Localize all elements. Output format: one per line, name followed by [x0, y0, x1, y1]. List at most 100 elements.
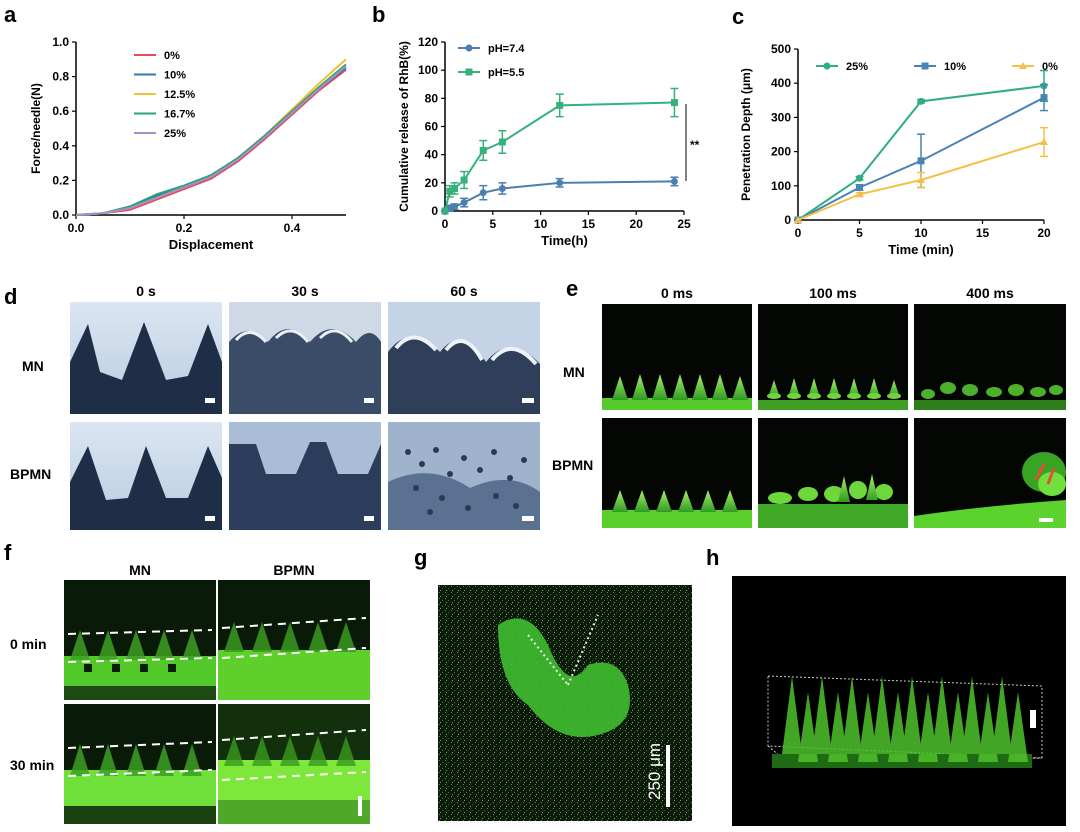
x-axis-label: Time(h): [541, 233, 588, 248]
panel-d-col-header: 60 s: [450, 283, 478, 299]
y-tick-label: 40: [425, 148, 439, 162]
data-point: [1040, 138, 1048, 146]
y-tick-label: 1.0: [52, 35, 69, 49]
y-tick-label: 120: [418, 35, 438, 49]
data-point: [556, 101, 564, 109]
panel-g-scale-label: 250 μm: [645, 743, 664, 800]
fluor-mn-400ms: [914, 304, 1066, 410]
panel-e-row-label: MN: [563, 364, 585, 380]
data-point: [556, 179, 564, 187]
series-0%: [75, 68, 347, 216]
fluor-bpmn-100ms: [758, 418, 908, 528]
panel-f-col-header: MN: [129, 562, 151, 578]
data-point: [917, 175, 925, 183]
panel-d-col-header: 0 s: [136, 283, 156, 299]
legend-marker: [465, 68, 473, 76]
series-line: [75, 65, 347, 216]
data-point: [856, 174, 863, 182]
data-point: [794, 216, 802, 223]
panel-h-3d-render: [732, 576, 1066, 826]
legend-marker: [1019, 62, 1027, 69]
data-point: [855, 190, 864, 198]
data-point: [856, 184, 863, 192]
legend-entry: 10%: [914, 61, 966, 73]
y-tick-label: 0.2: [52, 173, 69, 187]
series-line: [797, 96, 1045, 221]
micrograph-bpmn-30s: [229, 422, 381, 530]
data-point: [479, 146, 487, 154]
data-point: [498, 184, 506, 192]
legend-entry: 12.5%: [134, 89, 195, 101]
y-tick-label: 100: [771, 179, 791, 193]
legend-entry: pH=7.4: [458, 43, 525, 55]
series-12.5%: [75, 58, 347, 216]
fluor-f-bpmn-0min: [218, 580, 370, 700]
legend-entry: pH=5.5: [458, 67, 524, 79]
fluor-f-mn-30min: [64, 704, 216, 824]
panel-f-col-header: BPMN: [273, 562, 315, 578]
x-tick-label: 0.0: [68, 221, 85, 235]
series-10%: [75, 67, 347, 216]
fluor-bpmn-0ms: [602, 418, 752, 528]
panel-e-col-header: 100 ms: [809, 285, 857, 301]
series-line: [75, 67, 347, 216]
series-16.7%: [75, 63, 347, 216]
legend-label: 25%: [846, 61, 868, 73]
legend-label: 10%: [944, 61, 966, 73]
panel-d-col-header: 30 s: [291, 283, 319, 299]
y-tick-label: 80: [425, 91, 439, 105]
x-tick-label: 20: [630, 217, 644, 231]
panel-d-row-label: BPMN: [10, 466, 52, 482]
legend-label: 12.5%: [164, 89, 195, 101]
panel-label-h: h: [706, 545, 720, 570]
y-tick-label: 0.4: [52, 139, 69, 153]
legend-entry: 0%: [1012, 61, 1058, 73]
legend-label: 0%: [1042, 61, 1058, 73]
data-point: [446, 187, 454, 195]
data-point: [670, 99, 678, 107]
legend-entry: 25%: [134, 128, 186, 140]
legend-entry: 0%: [134, 50, 180, 62]
chart-b-cumulative-release: 0 5 10 15 20 25 0 20 40 60 80 100 120 Time(h) Cumulati…: [397, 35, 700, 248]
x-tick-label: 20: [1037, 226, 1051, 240]
y-tick-label: 100: [418, 63, 438, 77]
y-tick-label: 0.6: [52, 104, 69, 118]
y-tick-label: 400: [771, 76, 791, 90]
data-point: [460, 199, 468, 207]
micrograph-mn-30s: [229, 302, 381, 414]
panel-e-col-header: 0 ms: [661, 285, 693, 301]
series-line: [75, 68, 347, 216]
y-tick-label: 20: [425, 176, 439, 190]
y-tick-label: 200: [771, 145, 791, 159]
data-point: [917, 97, 925, 105]
data-point: [460, 176, 468, 184]
micrograph-bpmn-60s: [388, 422, 540, 530]
series-pH=5.5: [441, 87, 679, 215]
legend-label: 25%: [164, 128, 186, 140]
series-line: [797, 84, 1045, 221]
fluor-f-mn-0min: [64, 580, 216, 700]
fluor-mn-0ms: [602, 304, 752, 410]
panel-e-row-label: BPMN: [552, 457, 594, 473]
panel-label-g: g: [414, 545, 428, 570]
y-tick-label: 0.0: [52, 208, 69, 222]
data-point: [479, 189, 487, 197]
panel-f-fluorescence: [64, 580, 370, 824]
chart-a-force-displacement: 0.0 0.2 0.4 0.0 0.2 0.4 0.6 0.8 1.0 Displacement F…: [29, 35, 347, 252]
panel-f-row-label: 0 min: [10, 636, 47, 652]
legend-marker: [465, 44, 473, 52]
micrograph-bpmn-0s: [70, 422, 222, 530]
panel-d-row-label: MN: [22, 358, 44, 374]
x-tick-label: 0.2: [176, 221, 193, 235]
panel-e-fluorescence: [602, 304, 1066, 528]
legend-marker: [823, 62, 831, 70]
legend-label: pH=5.5: [488, 67, 524, 79]
micrograph-mn-60s: [388, 302, 540, 414]
data-point: [451, 184, 459, 192]
y-tick-label: 0: [431, 204, 438, 218]
data-point: [451, 203, 459, 211]
data-point: [670, 177, 678, 185]
panel-label-b: b: [372, 2, 386, 27]
legend-label: 16.7%: [164, 109, 195, 121]
series-line: [75, 63, 347, 216]
